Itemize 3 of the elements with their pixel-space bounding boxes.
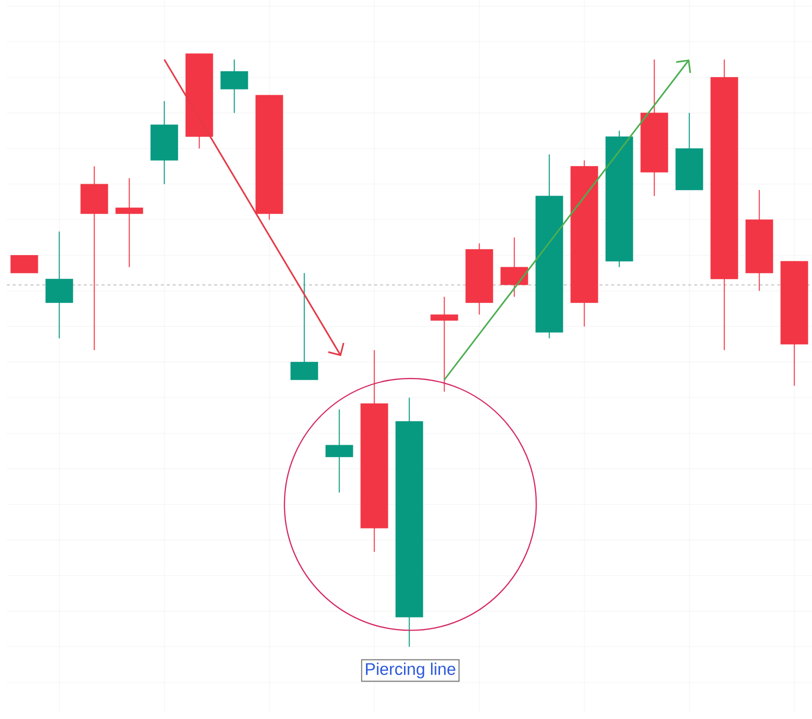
candlestick [115,178,144,268]
candlestick [430,296,458,392]
text: Piercing line [366,662,456,678]
